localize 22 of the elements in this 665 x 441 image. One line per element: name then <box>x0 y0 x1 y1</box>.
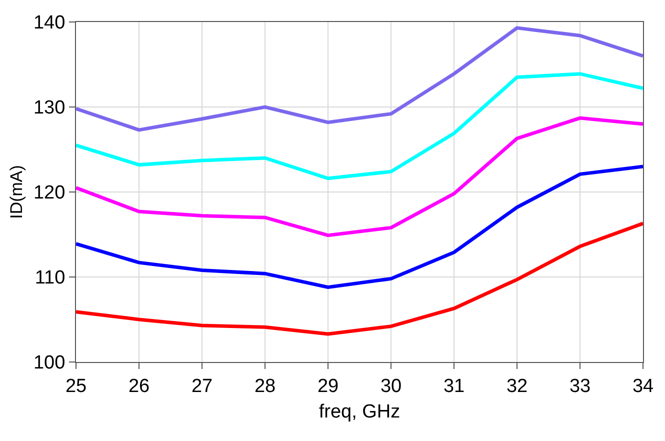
line-series <box>76 26 643 132</box>
x-tick-label: 26 <box>128 376 150 397</box>
x-tick-label: 28 <box>254 376 276 397</box>
line-series <box>76 222 643 336</box>
x-tick-label: 30 <box>380 376 402 397</box>
x-tick-label: 29 <box>317 376 339 397</box>
y-tick-label: 120 <box>33 182 66 204</box>
line-series <box>76 164 643 289</box>
x-axis-title: freq, GHz <box>318 402 400 423</box>
y-tick-label: 130 <box>33 98 66 119</box>
y-axis-title: ID(mA) <box>7 165 26 219</box>
line-series <box>76 72 643 180</box>
x-tick-label: 31 <box>443 376 465 397</box>
x-tick-label: 32 <box>506 376 528 397</box>
y-tick-label: 140 <box>33 12 66 34</box>
line-series <box>76 116 643 238</box>
x-tick-label: 34 <box>632 376 654 397</box>
y-tick-label: 100 <box>33 352 66 374</box>
x-tick-label: 33 <box>569 376 591 397</box>
y-tick-label: 110 <box>34 268 66 289</box>
x-tick-label: 27 <box>191 376 213 397</box>
x-tick-label: 25 <box>65 376 87 397</box>
